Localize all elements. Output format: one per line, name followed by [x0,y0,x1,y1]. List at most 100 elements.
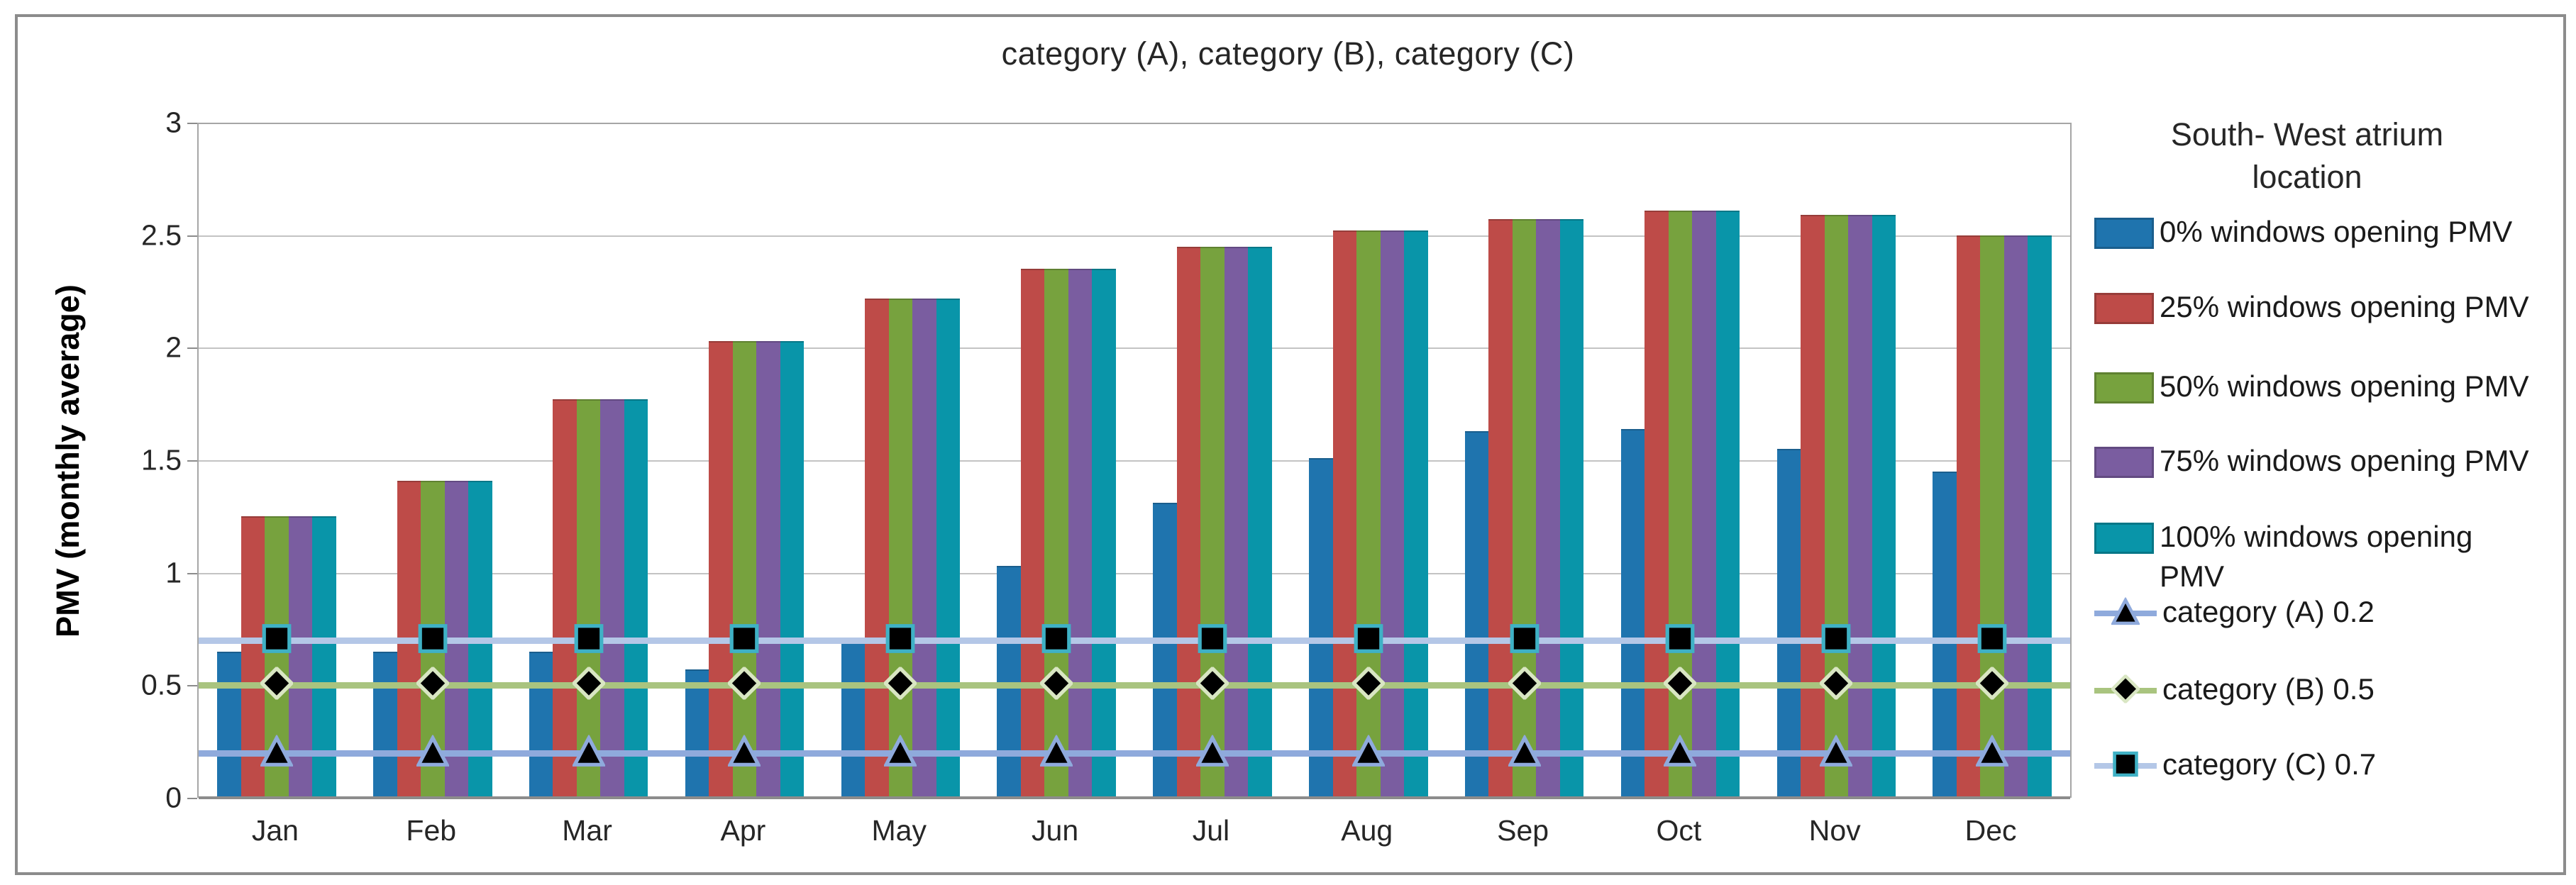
legend-item-50%: 50% windows opening PMV [2094,367,2529,406]
legend-swatch-25% [2094,293,2154,324]
bar-75%-dec [2003,235,2028,798]
bar-25%-jun [1020,269,1045,798]
bar-50%-nov [1824,215,1848,798]
bar-75%-apr [756,340,780,798]
category-line-square [199,637,2070,644]
legend-item-category-A: category (A) 0.2 [2094,592,2375,632]
diamond-marker [726,666,763,703]
bar-25%-may [865,298,889,798]
triangle-marker [415,733,450,771]
gridline [199,123,2070,124]
square-marker [1820,622,1852,658]
x-label-jul: Jul [1192,814,1230,847]
square-marker [728,622,761,658]
bar-0%-jul [1153,503,1177,798]
bar-100%-jul [1248,246,1272,798]
legend-line-sample [2094,592,2157,632]
bar-75%-jul [1224,246,1249,798]
diamond-marker [1974,666,2010,703]
bar-25%-sep [1488,219,1513,798]
bar-100%-may [936,298,960,798]
x-label-may: May [871,814,927,847]
legend-item-100%: 100% windows opening PMV [2094,517,2543,596]
square-marker [2111,750,2140,782]
legend-swatch-0% [2094,218,2154,249]
legend: South- West atrium location 0% windows o… [2094,0,2548,885]
legend-swatch-50% [2094,372,2154,403]
x-label-feb: Feb [406,814,457,847]
bar-75%-nov [1848,215,1872,798]
x-axis-line [199,796,2070,799]
gridline [199,460,2070,462]
legend-title-line1: South- West atrium [2170,116,2444,152]
bar-25%-apr [709,340,733,798]
y-tick-mark [187,460,197,462]
bar-50%-may [888,298,912,798]
legend-label: 0% windows opening PMV [2160,215,2513,248]
bar-0%-jan [217,651,241,798]
x-label-dec: Dec [1964,814,2017,847]
square-marker [1040,622,1073,658]
triangle-marker [1819,733,1854,771]
triangle-marker [1039,733,1074,771]
legend-swatch-75% [2094,447,2154,478]
y-tick-label: 0.5 [141,668,182,701]
bar-75%-sep [1536,219,1560,798]
triangle-marker [727,733,762,771]
y-tick-label: 2.5 [141,218,182,252]
bar-100%-aug [1404,230,1428,798]
bar-75%-aug [1380,230,1404,798]
bar-0%-sep [1464,430,1489,798]
diamond-marker [1351,666,1386,703]
bar-0%-aug [1309,457,1333,798]
triangle-marker [1195,733,1230,771]
bar-50%-oct [1668,210,1693,798]
square-marker [1508,622,1541,658]
y-tick-mark [187,685,197,687]
bar-0%-jun [997,566,1021,798]
legend-title: South- West atrium location [2094,113,2520,199]
bar-25%-jul [1176,246,1201,798]
legend-item-75%: 75% windows opening PMV [2094,441,2529,481]
x-label-sep: Sep [1497,814,1549,847]
category-line-diamond [199,682,2070,689]
y-tick-mark [187,572,197,574]
legend-label: category (C) 0.7 [2162,747,2377,781]
square-marker [1196,622,1229,658]
y-tick-mark [187,347,197,350]
legend-item-category-C: category (C) 0.7 [2094,745,2376,784]
bar-25%-dec [1956,235,1981,798]
square-marker [884,622,917,658]
legend-line-sample [2094,669,2157,709]
square-marker [1352,622,1385,658]
y-axis-title: PMV (monthly average) [50,284,86,638]
triangle-marker [1663,733,1698,771]
bar-100%-mar [624,399,648,798]
y-tick-label: 2 [165,330,182,364]
bar-50%-jun [1044,269,1068,798]
gridline [199,235,2070,237]
triangle-marker [1351,733,1386,771]
legend-line-sample [2094,745,2157,784]
diamond-marker [1039,666,1074,703]
diamond-marker [2110,674,2141,707]
diamond-marker [1662,666,1698,703]
plot-area [197,123,2072,799]
bar-0%-dec [1933,471,1957,798]
legend-label: 25% windows opening PMV [2160,290,2529,323]
x-label-jan: Jan [251,814,299,847]
triangle-marker [259,733,294,771]
triangle-marker [2110,596,2141,630]
x-label-oct: Oct [1656,814,1702,847]
bar-0%-may [841,642,865,798]
y-tick-label: 0 [165,781,182,814]
legend-label: 50% windows opening PMV [2160,369,2529,403]
bar-75%-oct [1692,210,1716,798]
x-label-nov: Nov [1808,814,1861,847]
y-tick-label: 1 [165,556,182,589]
bar-25%-aug [1332,230,1356,798]
square-marker [1976,622,2008,658]
x-label-mar: Mar [562,814,612,847]
triangle-marker [571,733,606,771]
